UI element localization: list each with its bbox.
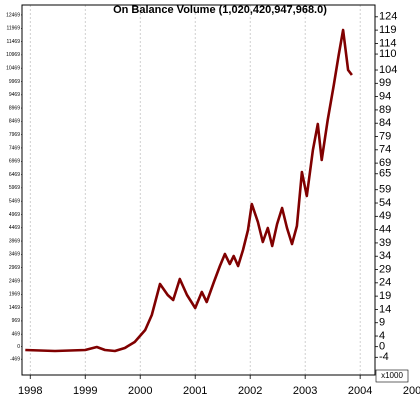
y2-tick-label: 104 [379, 64, 397, 76]
x-tick-label: 1999 [73, 385, 97, 397]
x-tick-label: 2005 [403, 385, 420, 397]
y2-tick-label: 74 [379, 144, 391, 156]
x-tick-label: 2004 [348, 385, 372, 397]
y-tick-label: 12469 [6, 12, 20, 18]
y-tick-label: 11969 [6, 26, 20, 32]
plot-frame [21, 4, 376, 376]
y-tick-label: 8969 [9, 105, 20, 111]
y2-tick-label: 14 [379, 303, 391, 315]
x-tick-label: 2000 [128, 385, 152, 397]
y2-tick-label: 54 [379, 197, 391, 209]
obv-line [25, 28, 353, 353]
y-tick-label: 9969 [9, 79, 20, 85]
y2-tick-label: 114 [379, 37, 397, 49]
x-tick-label: 1998 [18, 385, 42, 397]
y-tick-label: 6969 [9, 159, 20, 165]
y-tick-label: 2469 [9, 278, 20, 284]
y-tick-label: 1469 [9, 305, 20, 311]
y2-tick-label: 24 [379, 277, 391, 289]
y2-tick-label: 94 [379, 91, 391, 103]
y-tick-label: 8469 [9, 119, 20, 125]
x-tick-label: 2002 [238, 385, 262, 397]
y2-tick-label: 34 [379, 250, 391, 262]
chart-title: On Balance Volume (1,020,420,947,968.0) [113, 4, 327, 16]
y-tick-label: 4969 [9, 212, 20, 218]
y-tick-label: -469 [10, 356, 20, 362]
y-tick-label: 7469 [9, 145, 20, 151]
y-tick-label: 3469 [9, 252, 20, 258]
y2-tick-label: 99 [379, 77, 391, 89]
x-tick-label: 2003 [293, 385, 317, 397]
y2-tick-label: 69 [379, 157, 391, 169]
x-tick-label: 2001 [183, 385, 207, 397]
y2-tick-label: 119 [379, 24, 397, 36]
y2-tick-label: 19 [379, 290, 391, 302]
y-tick-label: 969 [12, 318, 21, 324]
y-tick-label: 10469 [6, 66, 20, 72]
y2-tick-label: 65 [379, 168, 391, 180]
y2-tick-label: 110 [379, 48, 397, 60]
y2-tick-label: 9 [379, 317, 385, 329]
y-tick-label: 5469 [9, 199, 20, 205]
y-tick-label: 2969 [9, 265, 20, 271]
y-tick-label: 11469 [6, 39, 20, 45]
y2-tick-label: 4 [379, 330, 385, 342]
y-tick-label: 5969 [9, 185, 20, 191]
y2-tick-label: 29 [379, 263, 391, 275]
unit-box [375, 369, 409, 383]
y2-tick-label: 79 [379, 130, 391, 142]
y2-unit: x1000 [381, 371, 403, 380]
y-tick-label: 7969 [9, 132, 20, 138]
y2-tick-label: 0 [379, 341, 385, 353]
y2-tick-label: 124 [379, 11, 397, 23]
y-tick-label: 469 [12, 332, 21, 338]
y-tick-label: 10969 [6, 52, 20, 58]
y2-tick-label: 44 [379, 224, 391, 236]
y-tick-label: 6469 [9, 172, 20, 178]
y2-tick-label: 49 [379, 210, 391, 222]
y2-tick-label: -4 [379, 351, 389, 363]
y-tick-label: 3969 [9, 238, 20, 244]
y2-tick-label: 84 [379, 117, 391, 129]
y-tick-label: 9469 [9, 92, 20, 98]
y2-tick-label: 39 [379, 237, 391, 249]
y-tick-label: 4469 [9, 225, 20, 231]
y-tick-label: 1969 [9, 292, 20, 298]
y-tick-label: 0 [17, 344, 20, 350]
y2-tick-label: 59 [379, 184, 391, 196]
y2-tick-label: 89 [379, 104, 391, 116]
